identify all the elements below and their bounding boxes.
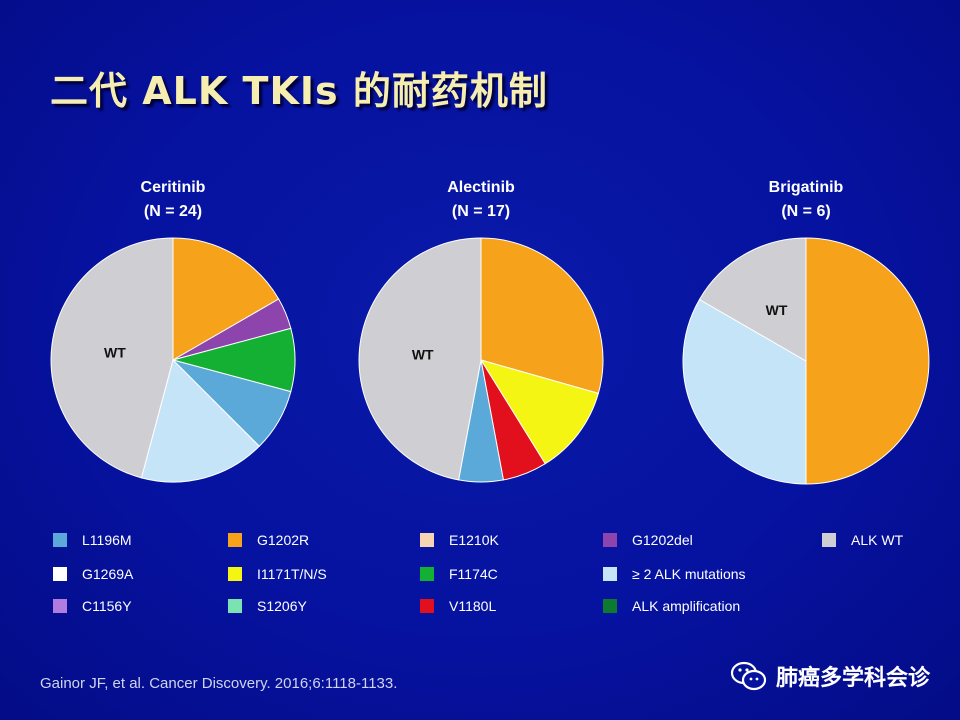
legend-item: F1174C [420, 565, 498, 583]
pie-slice [172, 237, 280, 361]
legend-item: E1210K [420, 531, 499, 549]
legend-label: S1206Y [257, 598, 307, 614]
citation: Gainor JF, et al. Cancer Discovery. 2016… [40, 675, 398, 692]
legend-swatch [603, 567, 617, 581]
pie-slice [682, 298, 807, 485]
legend-item: G1202R [228, 531, 309, 549]
pie-slice [140, 359, 260, 483]
legend-item: C1156Y [53, 597, 132, 615]
legend-swatch [53, 567, 67, 581]
legend-label: G1269A [82, 566, 134, 582]
slice-label: WT [766, 302, 788, 318]
legend-item: I1171T/N/S [228, 565, 327, 583]
legend-label: ALK amplification [632, 598, 741, 614]
chart-title: Ceritinib [141, 179, 206, 196]
legend-label: E1210K [449, 532, 499, 548]
legend-item: G1202del [603, 531, 693, 549]
legend-label: I1171T/N/S [257, 566, 327, 582]
slice-label: WT [412, 347, 434, 363]
legend-label: G1202del [632, 532, 693, 548]
legend-label: V1180L [449, 598, 497, 614]
watermark-text: 肺癌多学科会诊 [775, 666, 930, 691]
pie-slice [480, 237, 604, 395]
legend-item: L1196M [53, 531, 132, 549]
slide-title: 二代 ALK TKIs 的耐药机制 [50, 69, 548, 113]
legend-label: C1156Y [82, 598, 132, 614]
pie-charts: Ceritinib (N = 24) WT Alectinib (N = 17) WT Br… [50, 179, 930, 485]
legend-swatch [420, 599, 434, 613]
legend-item: V1180L [420, 597, 496, 615]
legend-label: F1174C [449, 566, 498, 582]
slice-label: WT [104, 344, 126, 360]
pie-slice [698, 237, 807, 362]
watermark: 肺癌多学科会诊 [730, 660, 930, 692]
legend-item: ALK WT [822, 531, 903, 549]
legend-swatch [603, 533, 617, 547]
chart-n: (N = 6) [781, 203, 830, 220]
legend-swatch [228, 599, 242, 613]
legend-swatch [228, 567, 242, 581]
pie-slice [358, 237, 482, 481]
legend-swatch [420, 533, 434, 547]
legend-label: L1196M [82, 532, 132, 548]
chart-n: (N = 24) [144, 203, 202, 220]
pie-slice [479, 359, 599, 465]
chart-title: Alectinib [447, 179, 515, 196]
legend-label: ≥ 2 ALK mutations [632, 566, 746, 582]
legend-item: S1206Y [228, 597, 307, 615]
legend-swatch [53, 599, 67, 613]
legend-swatch [420, 567, 434, 581]
legend-swatch [53, 533, 67, 547]
legend-item: ALK amplification [603, 597, 740, 615]
legend-label: ALK WT [851, 532, 904, 548]
legend-label: G1202R [257, 532, 310, 548]
chart-n: (N = 17) [452, 203, 510, 220]
legend-swatch [228, 533, 242, 547]
legend-item: ≥ 2 ALK mutations [603, 565, 746, 583]
legend-swatch [822, 533, 836, 547]
wechat-icon [730, 661, 767, 691]
legend-item: G1269A [53, 565, 133, 583]
chart-title: Brigatinib [769, 179, 844, 196]
legend-swatch [603, 599, 617, 613]
pie-slice [805, 237, 930, 485]
pie-slice [50, 237, 174, 479]
